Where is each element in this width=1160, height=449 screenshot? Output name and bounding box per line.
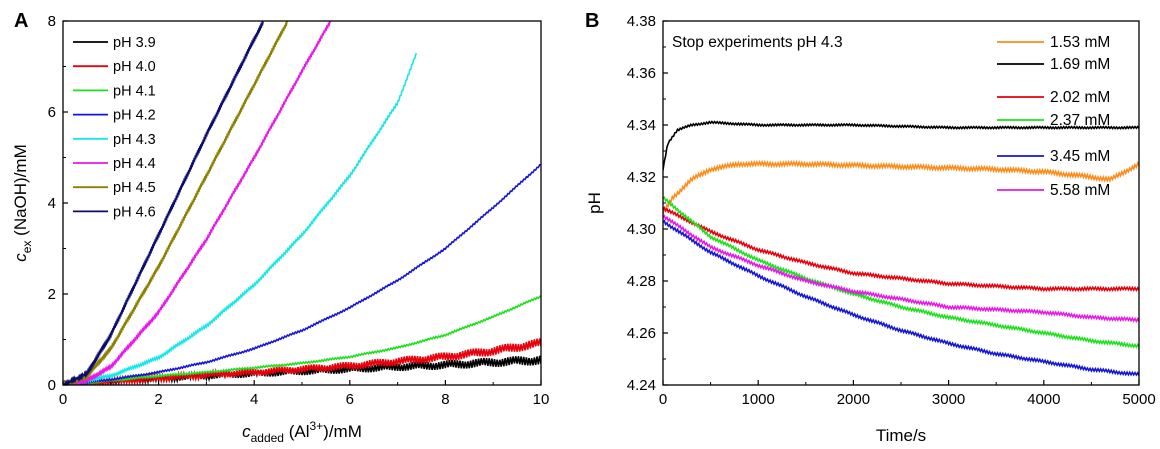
panel-a-letter: A bbox=[14, 10, 28, 32]
panel-a-legend-label: pH 4.0 bbox=[113, 59, 156, 75]
panel-a-series-line-6 bbox=[63, 21, 332, 385]
panel-b: B 0 1000 2000 3000 4000 5000 4.24 4.26 4.28 4.30 4… bbox=[585, 10, 1156, 445]
panel-b-legend-label: 2.02 mM bbox=[1050, 89, 1110, 106]
panel-b-y-tick-label: 4.36 bbox=[627, 65, 656, 82]
panel-a-legend-label: pH 4.1 bbox=[113, 83, 156, 99]
panel-b-x-tick-label: 1000 bbox=[742, 391, 775, 408]
panel-a-legend-label: pH 4.3 bbox=[113, 132, 156, 148]
panel-b-legend-label: 3.45 mM bbox=[1050, 148, 1110, 165]
panel-a-x-tick-label: 10 bbox=[533, 391, 550, 408]
panel-b-series-line-4 bbox=[663, 195, 1139, 349]
panel-b-annotation: Stop experiments pH 4.3 bbox=[672, 34, 843, 51]
panel-a-legend-label: pH 4.5 bbox=[113, 180, 156, 196]
panel-b-series-line-5 bbox=[663, 219, 1139, 377]
panel-b-letter: B bbox=[585, 10, 599, 32]
panel-b-legend: 1.53 mM 1.69 mM 2.02 mM 2.37 mM 3.45 mM 5.58 … bbox=[997, 34, 1110, 199]
panel-a-legend-label: pH 3.9 bbox=[113, 35, 156, 51]
panel-a-y-tick-label: 8 bbox=[48, 13, 56, 30]
panel-a-legend-label: pH 4.6 bbox=[113, 204, 156, 220]
panel-a-x-axis-label: cadded (Al3+)/mM bbox=[242, 419, 362, 445]
panel-b-y-tick-label: 4.30 bbox=[627, 221, 656, 238]
panel-a-y-tick-label: 4 bbox=[48, 195, 56, 212]
panel-b-y-tick-label: 4.24 bbox=[627, 377, 656, 394]
panel-a-x-tick-label: 4 bbox=[250, 391, 258, 408]
panel-b-x-tick-label: 0 bbox=[659, 391, 667, 408]
panel-b-x-axis-label: Time/s bbox=[876, 426, 926, 445]
panel-a-y-tick-label: 2 bbox=[48, 286, 56, 303]
panel-b-y-tick-label: 4.34 bbox=[627, 117, 656, 134]
panel-b-y-axis-label: pH bbox=[585, 192, 604, 214]
panel-b-y-tick-label: 4.28 bbox=[627, 273, 656, 290]
panel-a-x-tick-label: 0 bbox=[59, 391, 67, 408]
panel-a-series-line-4 bbox=[63, 163, 541, 385]
panel-a-ticks: 0 2 4 6 8 10 0 2 4 6 8 bbox=[48, 13, 550, 408]
panel-a-x-tick-label: 6 bbox=[346, 391, 354, 408]
panel-a-legend: pH 3.9 pH 4.0 pH 4.1 pH 4.2 pH 4.3 pH 4.4 pH 4… bbox=[73, 35, 156, 220]
panel-a-legend-label: pH 4.4 bbox=[113, 156, 156, 172]
panel-b-series-line-3 bbox=[663, 206, 1139, 292]
panel-b-series-line-2 bbox=[663, 120, 1139, 171]
panel-b-y-tick-label: 4.38 bbox=[627, 13, 656, 30]
panel-a-y-tick-label: 6 bbox=[48, 104, 56, 121]
panel-b-x-tick-label: 4000 bbox=[1027, 391, 1060, 408]
panel-b-x-tick-label: 2000 bbox=[837, 391, 870, 408]
panel-a-y-axis-label: cex (NaOH)/mM bbox=[11, 144, 34, 262]
panel-b-y-tick-label: 4.32 bbox=[627, 169, 656, 186]
panel-b-x-tick-label: 3000 bbox=[932, 391, 965, 408]
panel-b-ticks: 0 1000 2000 3000 4000 5000 4.24 4.26 4.28 4.30 4.3… bbox=[627, 13, 1156, 408]
panel-b-legend-label: 5.58 mM bbox=[1050, 182, 1110, 199]
panel-a-series bbox=[63, 21, 541, 385]
panel-b-y-tick-label: 4.26 bbox=[627, 325, 656, 342]
panel-a-series-line-8 bbox=[63, 21, 265, 385]
panel-b-series-line-6 bbox=[663, 214, 1139, 323]
panel-a-series-line-5 bbox=[63, 52, 418, 385]
panel-a-series-line-3 bbox=[63, 295, 541, 385]
panel-b-legend-label: 2.37 mM bbox=[1050, 112, 1110, 129]
panel-b-legend-label: 1.53 mM bbox=[1050, 34, 1110, 51]
panel-a-x-tick-label: 2 bbox=[154, 391, 162, 408]
panel-b-series-line-1 bbox=[663, 159, 1139, 215]
panel-b-series bbox=[663, 120, 1139, 377]
panel-a-series-line-7 bbox=[63, 21, 289, 385]
panel-b-legend-label: 1.69 mM bbox=[1050, 56, 1110, 73]
panel-a-y-tick-label: 0 bbox=[48, 377, 56, 394]
panel-b-x-tick-label: 5000 bbox=[1122, 391, 1155, 408]
panel-a-series-line-2 bbox=[63, 338, 541, 385]
panel-a-x-tick-label: 8 bbox=[441, 391, 449, 408]
panel-a-legend-label: pH 4.2 bbox=[113, 108, 156, 124]
